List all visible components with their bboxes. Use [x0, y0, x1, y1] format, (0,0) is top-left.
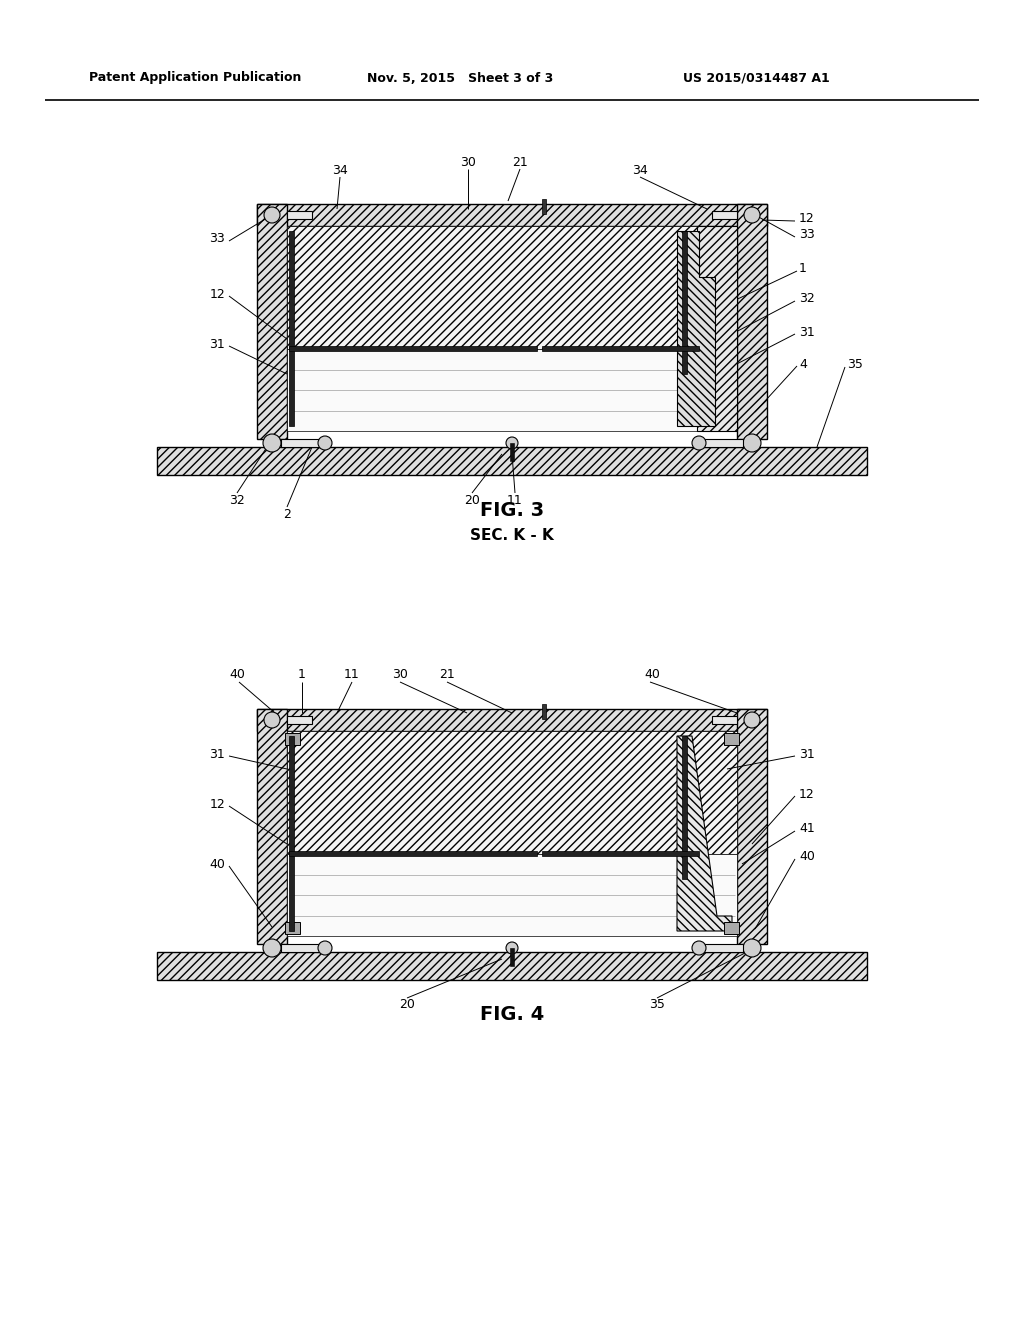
Circle shape	[692, 436, 706, 450]
Bar	[703, 944, 743, 952]
Text: 21: 21	[512, 156, 528, 169]
Bar	[257, 205, 767, 226]
Bar	[712, 211, 737, 219]
Bar	[682, 737, 687, 879]
Text: US 2015/0314487 A1: US 2015/0314487 A1	[683, 71, 829, 84]
Bar	[703, 440, 743, 447]
Circle shape	[264, 711, 280, 729]
Text: 12: 12	[799, 788, 815, 800]
Bar	[285, 921, 300, 935]
Bar	[542, 704, 546, 719]
Text: 34: 34	[632, 164, 648, 177]
Text: 21: 21	[439, 668, 455, 681]
Bar	[287, 854, 737, 936]
Bar	[157, 952, 867, 979]
Circle shape	[506, 437, 518, 449]
Bar	[737, 205, 767, 440]
Circle shape	[263, 939, 281, 957]
Bar	[510, 444, 514, 461]
Text: Nov. 5, 2015   Sheet 3 of 3: Nov. 5, 2015 Sheet 3 of 3	[367, 71, 553, 84]
Circle shape	[506, 942, 518, 954]
Bar	[257, 709, 287, 944]
Text: 31: 31	[209, 747, 225, 760]
Text: 31: 31	[799, 326, 815, 338]
Bar	[281, 944, 321, 952]
Bar	[257, 205, 287, 440]
Bar	[682, 231, 687, 374]
Text: SEC. K - K: SEC. K - K	[470, 528, 554, 543]
Circle shape	[744, 711, 760, 729]
Text: 30: 30	[460, 156, 476, 169]
Text: 30: 30	[392, 668, 408, 681]
Text: 35: 35	[847, 358, 863, 371]
Circle shape	[744, 207, 760, 223]
Text: 4: 4	[799, 358, 807, 371]
Circle shape	[264, 207, 280, 223]
Text: 12: 12	[799, 213, 815, 226]
Text: 12: 12	[209, 797, 225, 810]
Bar	[697, 226, 737, 432]
Text: 20: 20	[399, 998, 415, 1011]
Text: 31: 31	[209, 338, 225, 351]
Bar	[287, 348, 737, 432]
Bar	[712, 715, 737, 723]
Text: 11: 11	[344, 668, 359, 681]
Bar	[289, 231, 294, 426]
Polygon shape	[677, 231, 715, 426]
Text: 34: 34	[332, 164, 348, 177]
Text: FIG. 3: FIG. 3	[480, 500, 544, 520]
Text: 40: 40	[799, 850, 815, 863]
Text: 2: 2	[283, 508, 291, 521]
Bar	[287, 211, 312, 219]
Text: 32: 32	[799, 293, 815, 305]
Bar	[289, 851, 537, 855]
Bar	[281, 440, 321, 447]
Circle shape	[263, 434, 281, 451]
Text: 12: 12	[209, 288, 225, 301]
Text: 40: 40	[209, 858, 225, 870]
Circle shape	[743, 434, 761, 451]
Text: FIG. 4: FIG. 4	[480, 1006, 544, 1024]
Bar	[285, 733, 300, 744]
Bar	[542, 346, 699, 351]
Bar	[287, 226, 737, 348]
Circle shape	[692, 941, 706, 954]
Bar	[157, 447, 867, 475]
Text: 33: 33	[799, 227, 815, 240]
Text: 33: 33	[209, 232, 225, 246]
Text: 35: 35	[649, 998, 665, 1011]
Text: 1: 1	[298, 668, 306, 681]
Bar	[257, 709, 767, 731]
Text: 41: 41	[799, 822, 815, 836]
Text: 40: 40	[644, 668, 659, 681]
Bar	[289, 737, 294, 931]
Bar	[287, 715, 312, 723]
Text: 32: 32	[229, 494, 245, 507]
Bar	[724, 733, 739, 744]
Bar	[542, 851, 699, 855]
Text: 20: 20	[464, 494, 480, 507]
Bar	[287, 731, 737, 854]
Circle shape	[318, 941, 332, 954]
Text: 31: 31	[799, 747, 815, 760]
Text: Patent Application Publication: Patent Application Publication	[89, 71, 301, 84]
Bar	[510, 948, 514, 966]
Text: 11: 11	[507, 494, 523, 507]
Bar	[289, 346, 537, 351]
Bar	[542, 199, 546, 214]
Circle shape	[743, 939, 761, 957]
Text: 40: 40	[229, 668, 245, 681]
Circle shape	[318, 436, 332, 450]
Text: 1: 1	[799, 263, 807, 276]
Polygon shape	[677, 737, 732, 931]
Bar	[724, 921, 739, 935]
Bar	[737, 709, 767, 944]
